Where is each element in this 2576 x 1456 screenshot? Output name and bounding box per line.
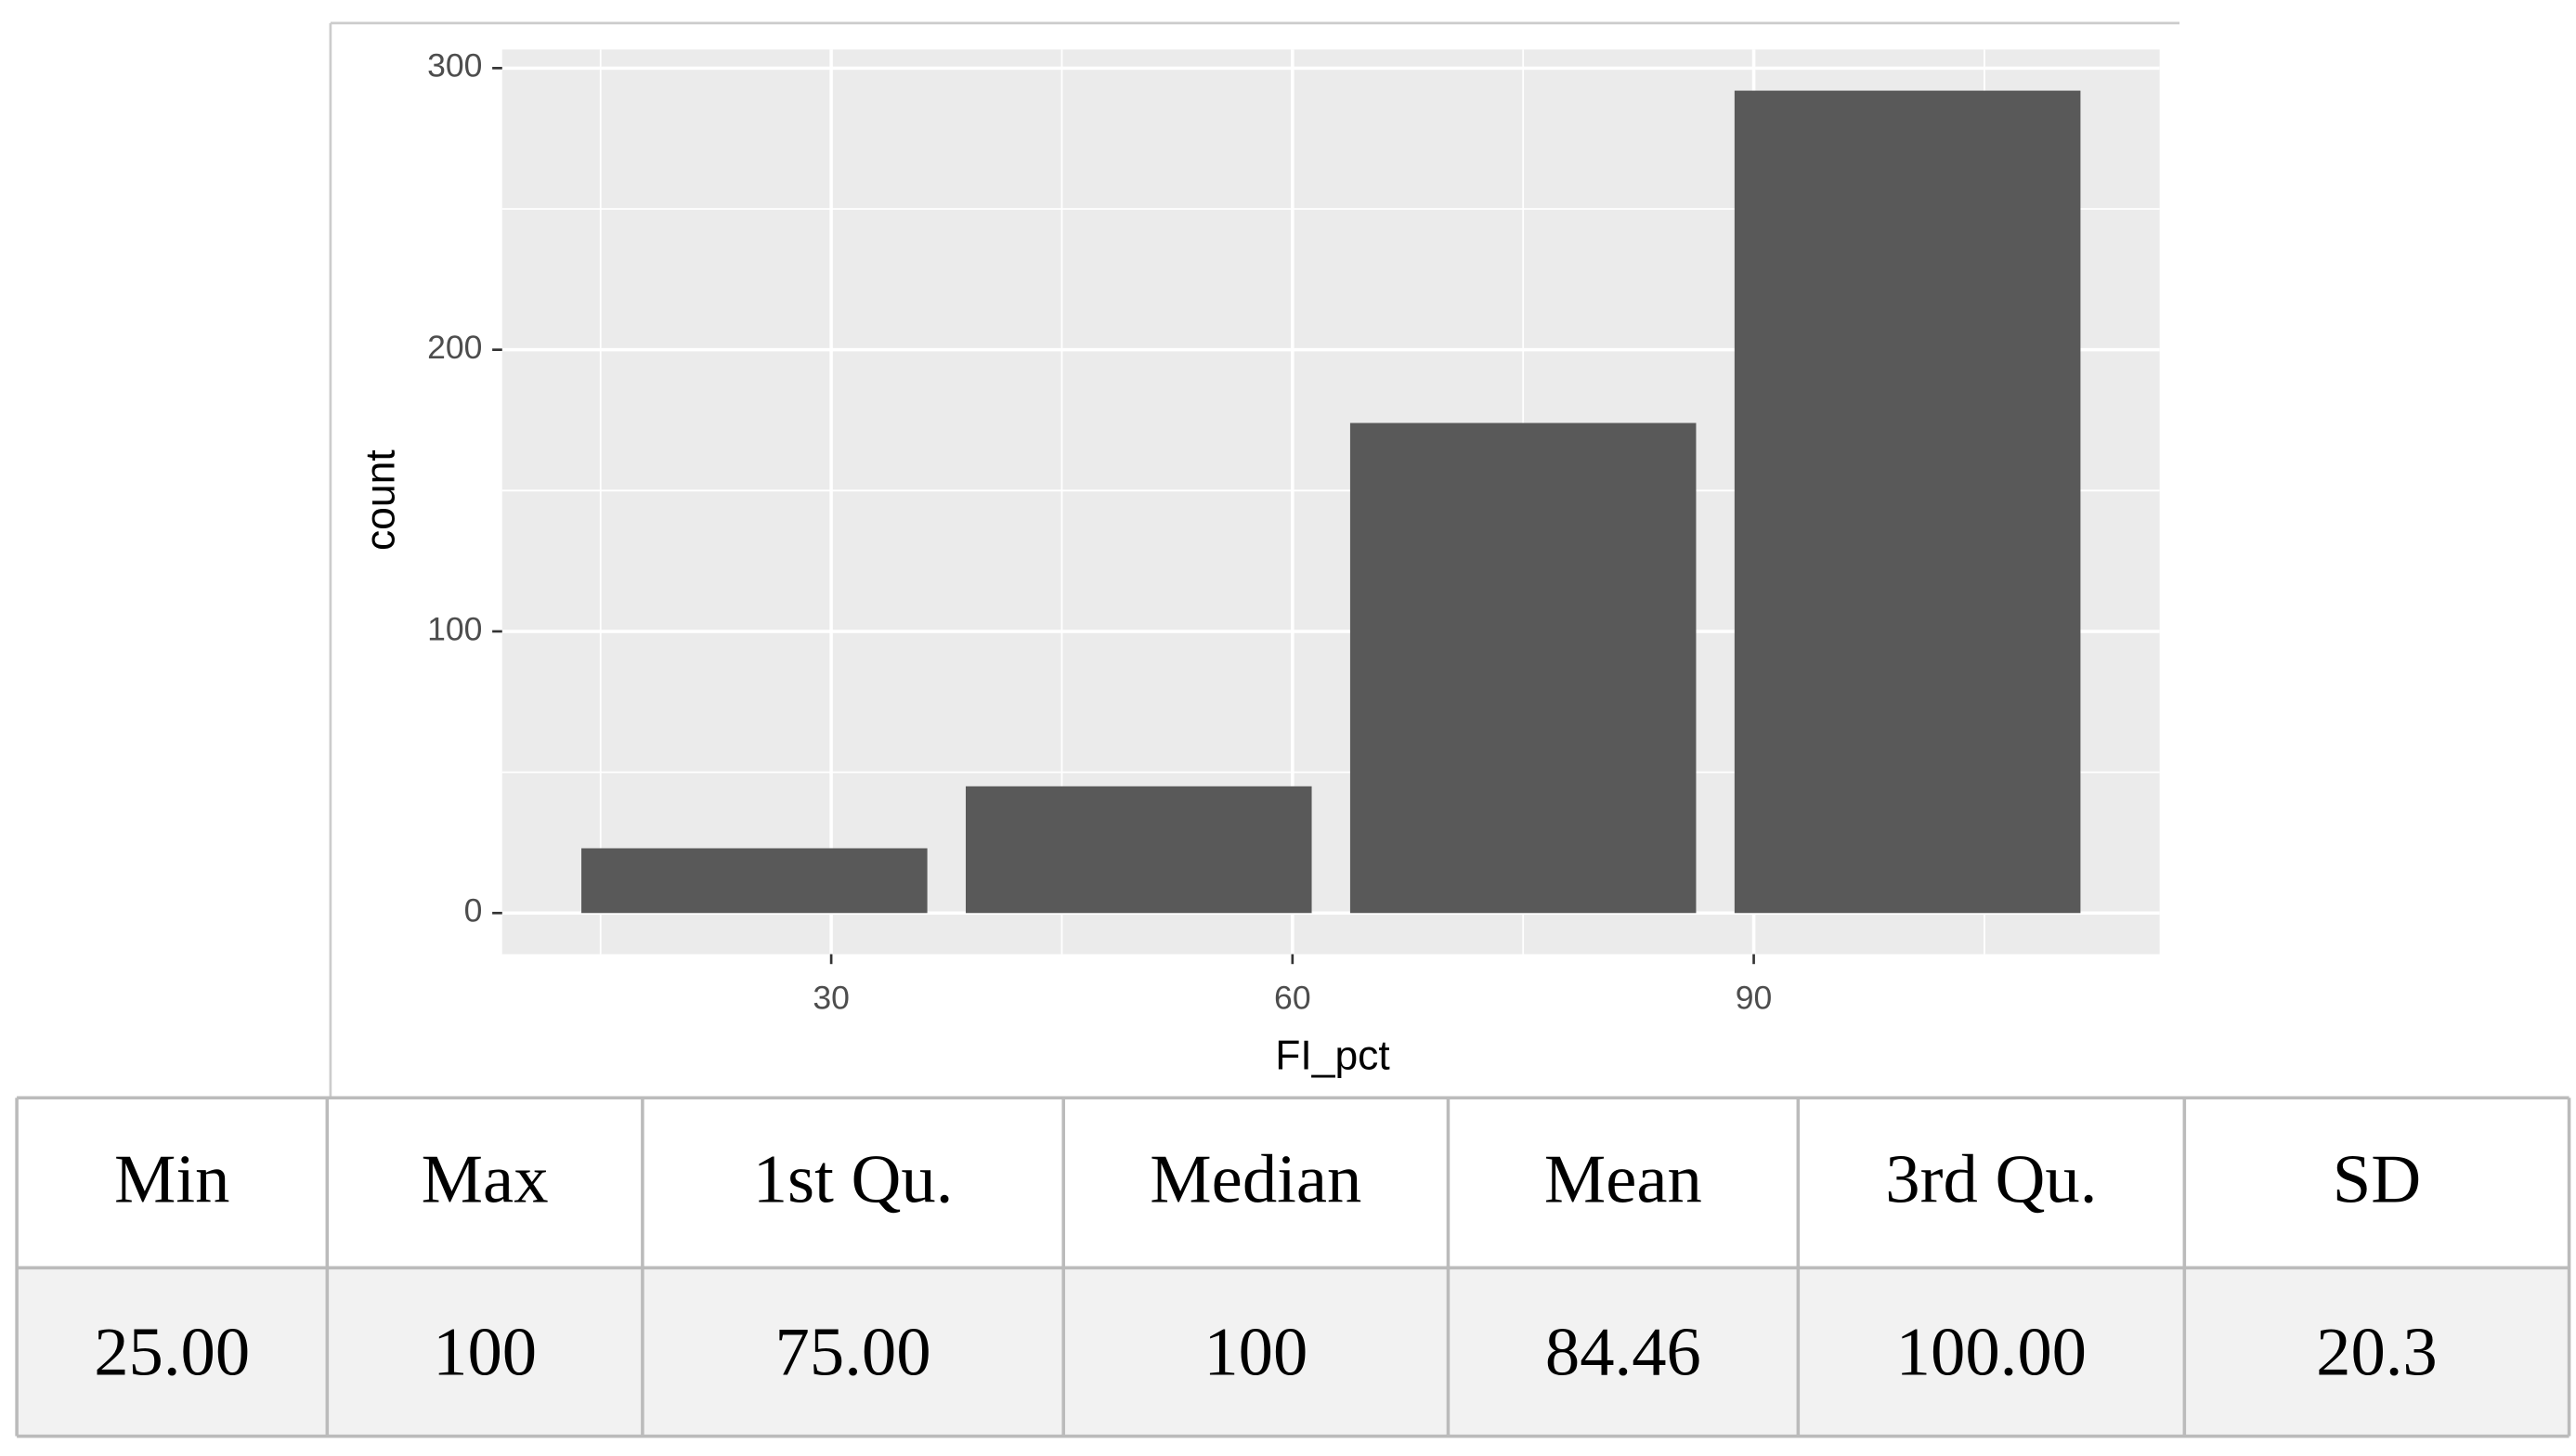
bar: [1734, 90, 2081, 914]
y-tick-label: 100: [427, 610, 482, 647]
table-cell: 100: [433, 1313, 537, 1390]
table-header-bg: [17, 1098, 2569, 1268]
x-tick-label: 60: [1274, 980, 1311, 1017]
bar: [581, 848, 928, 914]
table-header-cell: 1st Qu.: [753, 1140, 954, 1217]
table-cell: 84.46: [1545, 1313, 1701, 1390]
table-cell: 75.00: [775, 1313, 931, 1390]
table-cell: 25.00: [94, 1313, 250, 1390]
table-cell: 20.3: [2316, 1313, 2438, 1390]
bar: [1349, 422, 1697, 914]
table-cell: 100: [1203, 1313, 1308, 1390]
table-header-cell: Median: [1150, 1140, 1361, 1217]
table-header-cell: 3rd Qu.: [1885, 1140, 2097, 1217]
y-tick-label: 200: [427, 329, 482, 366]
y-axis-label: count: [358, 449, 404, 551]
x-axis-label: FI_pct: [1275, 1033, 1390, 1078]
x-tick-label: 30: [813, 980, 850, 1017]
table-header-cell: SD: [2333, 1140, 2421, 1217]
table-row-bg: [17, 1268, 2569, 1436]
y-tick-label: 300: [427, 47, 482, 84]
table-header-cell: Min: [114, 1140, 229, 1217]
bar: [965, 786, 1312, 914]
table-header-cell: Mean: [1544, 1140, 1702, 1217]
table-cell: 100.00: [1896, 1313, 2087, 1390]
table-header-cell: Max: [422, 1140, 549, 1217]
x-tick-label: 90: [1736, 980, 1773, 1017]
y-tick-label: 0: [464, 892, 483, 930]
